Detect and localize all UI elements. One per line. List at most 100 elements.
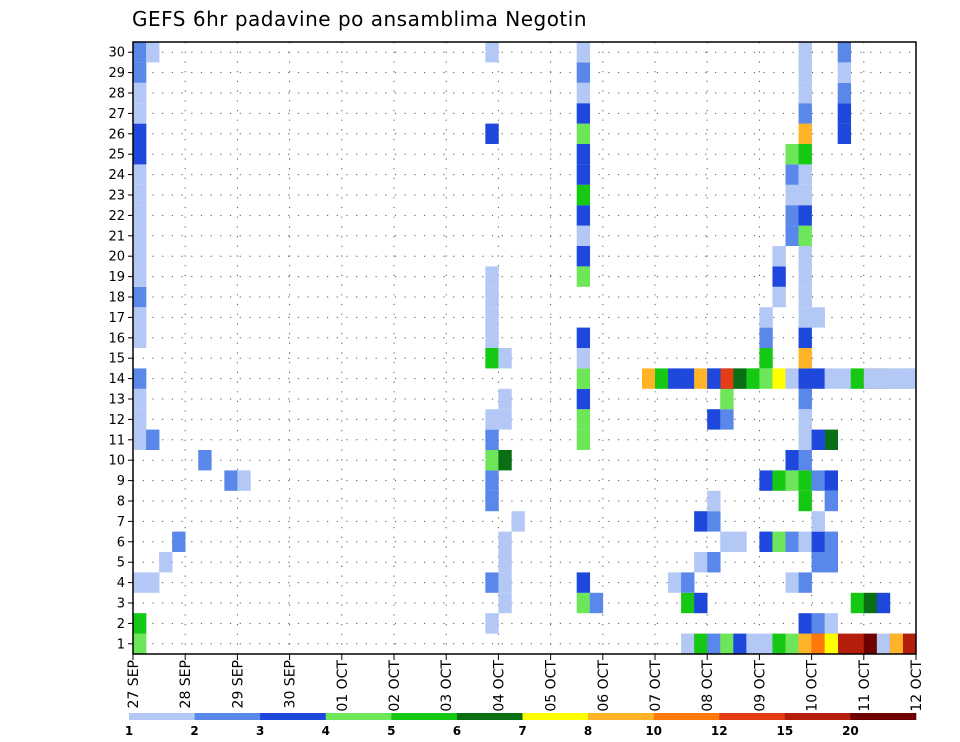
- heatmap-cell: [772, 531, 786, 552]
- heatmap-cell: [902, 368, 917, 389]
- y-tick-label: 5: [117, 556, 125, 571]
- heatmap-cell: [498, 572, 512, 593]
- heatmap-cell: [576, 327, 591, 348]
- heatmap-cell: [133, 123, 147, 144]
- heatmap-cell: [485, 348, 499, 369]
- y-tick-label: 9: [117, 474, 125, 489]
- heatmap-cell: [720, 388, 734, 410]
- heatmap-cell: [759, 633, 773, 654]
- heatmap-cell: [798, 531, 812, 552]
- heatmap-cell: [146, 572, 160, 593]
- y-tick-label: 20: [108, 250, 125, 265]
- heatmap-cell: [576, 42, 591, 63]
- heatmap-cell: [133, 205, 147, 226]
- heatmap-cell: [485, 613, 499, 634]
- heatmap-cell: [772, 266, 786, 287]
- heatmap-cell: [811, 633, 825, 654]
- x-axis: 27 SEP 28 SEP 29 SEP 30 SEP 01 OCT 02 OCT 03 O…: [126, 654, 925, 712]
- heatmap-cell: [485, 123, 499, 144]
- heatmap-cell: [798, 470, 812, 491]
- heatmap-cell: [798, 246, 812, 267]
- heatmap-cell: [785, 184, 799, 206]
- heatmap-cell: [837, 368, 852, 389]
- heatmap-cell: [785, 164, 799, 185]
- legend-swatch: [456, 713, 523, 720]
- y-tick-label: 2: [117, 617, 125, 632]
- heatmap-cell: [811, 531, 825, 552]
- heatmap-cell: [576, 592, 591, 614]
- heatmap-cell: [876, 592, 891, 614]
- heatmap-cell: [824, 531, 838, 552]
- heatmap-cell: [837, 633, 852, 654]
- heatmap-cell: [811, 552, 825, 573]
- heatmap-cell: [785, 470, 799, 491]
- x-tick-label: 27 SEP: [126, 660, 142, 708]
- heatmap-cell: [133, 368, 147, 389]
- heatmap-cell: [133, 307, 147, 328]
- y-tick-label: 1: [117, 637, 125, 652]
- heatmap-cell: [733, 633, 747, 654]
- y-tick-label: 15: [108, 352, 125, 367]
- y-axis: 1234567891011121314151617181920212223242…: [108, 46, 133, 652]
- heatmap-cell: [759, 348, 773, 369]
- y-tick-label: 26: [108, 127, 125, 142]
- heatmap-cell: [733, 531, 747, 552]
- legend-label: 10: [645, 724, 662, 738]
- heatmap-cell: [655, 368, 669, 389]
- heatmap-cell: [576, 103, 591, 124]
- heatmap-cell: [850, 592, 865, 614]
- heatmap-cell: [772, 246, 786, 267]
- heatmap-cell: [772, 470, 786, 491]
- y-tick-label: 17: [108, 311, 125, 326]
- heatmap-cell: [837, 42, 852, 63]
- heatmap-cell: [576, 144, 591, 165]
- heatmap-cell: [759, 327, 773, 348]
- heatmap-cell: [485, 286, 499, 308]
- legend-swatch: [129, 713, 195, 720]
- heatmap-cell: [707, 552, 721, 573]
- heatmap-cell: [850, 633, 865, 654]
- heatmap-cell: [485, 450, 499, 471]
- heatmap-cell: [759, 368, 773, 389]
- heatmap-cell: [133, 164, 147, 185]
- legend-swatch: [588, 713, 654, 720]
- y-tick-label: 27: [108, 107, 125, 122]
- legend-swatch: [522, 713, 589, 720]
- heatmap-cell: [837, 103, 852, 124]
- heatmap-cell: [576, 429, 591, 450]
- heatmap-cell: [681, 592, 695, 614]
- heatmap-cell: [811, 613, 825, 634]
- heatmap-cell: [641, 368, 656, 389]
- heatmap-cell: [133, 62, 147, 83]
- heatmap-cell: [720, 409, 734, 430]
- heatmap-cell: [785, 144, 799, 165]
- y-tick-label: 11: [108, 433, 125, 448]
- heatmap-cell: [498, 409, 512, 430]
- legend-swatch: [653, 713, 720, 720]
- x-tick-label: 01 OCT: [335, 660, 351, 712]
- heatmap-cell: [837, 62, 852, 83]
- heatmap-cell: [889, 368, 904, 389]
- heatmap-cell: [837, 82, 852, 104]
- y-tick-label: 12: [108, 413, 125, 428]
- heatmap-cell: [889, 633, 904, 654]
- legend-label: 1: [125, 724, 133, 738]
- heatmap-cell: [798, 82, 812, 104]
- heatmap-cell: [576, 164, 591, 185]
- heatmap-cell: [485, 42, 499, 63]
- y-tick-label: 28: [108, 87, 125, 102]
- heatmap-cell: [837, 123, 852, 144]
- heatmap-cell: [798, 572, 812, 593]
- heatmap-cell: [237, 470, 251, 491]
- y-tick-label: 16: [108, 331, 125, 346]
- heatmap-cell: [772, 286, 786, 308]
- y-tick-label: 13: [108, 393, 125, 408]
- heatmap-cell: [133, 409, 147, 430]
- heatmap-cell: [707, 511, 721, 532]
- heatmap-cell: [785, 450, 799, 471]
- heatmap-cell: [576, 82, 591, 104]
- y-tick-label: 10: [108, 454, 125, 469]
- heatmap-cell: [576, 388, 591, 410]
- heatmap-cell: [576, 572, 591, 593]
- heatmap-cell: [720, 633, 734, 654]
